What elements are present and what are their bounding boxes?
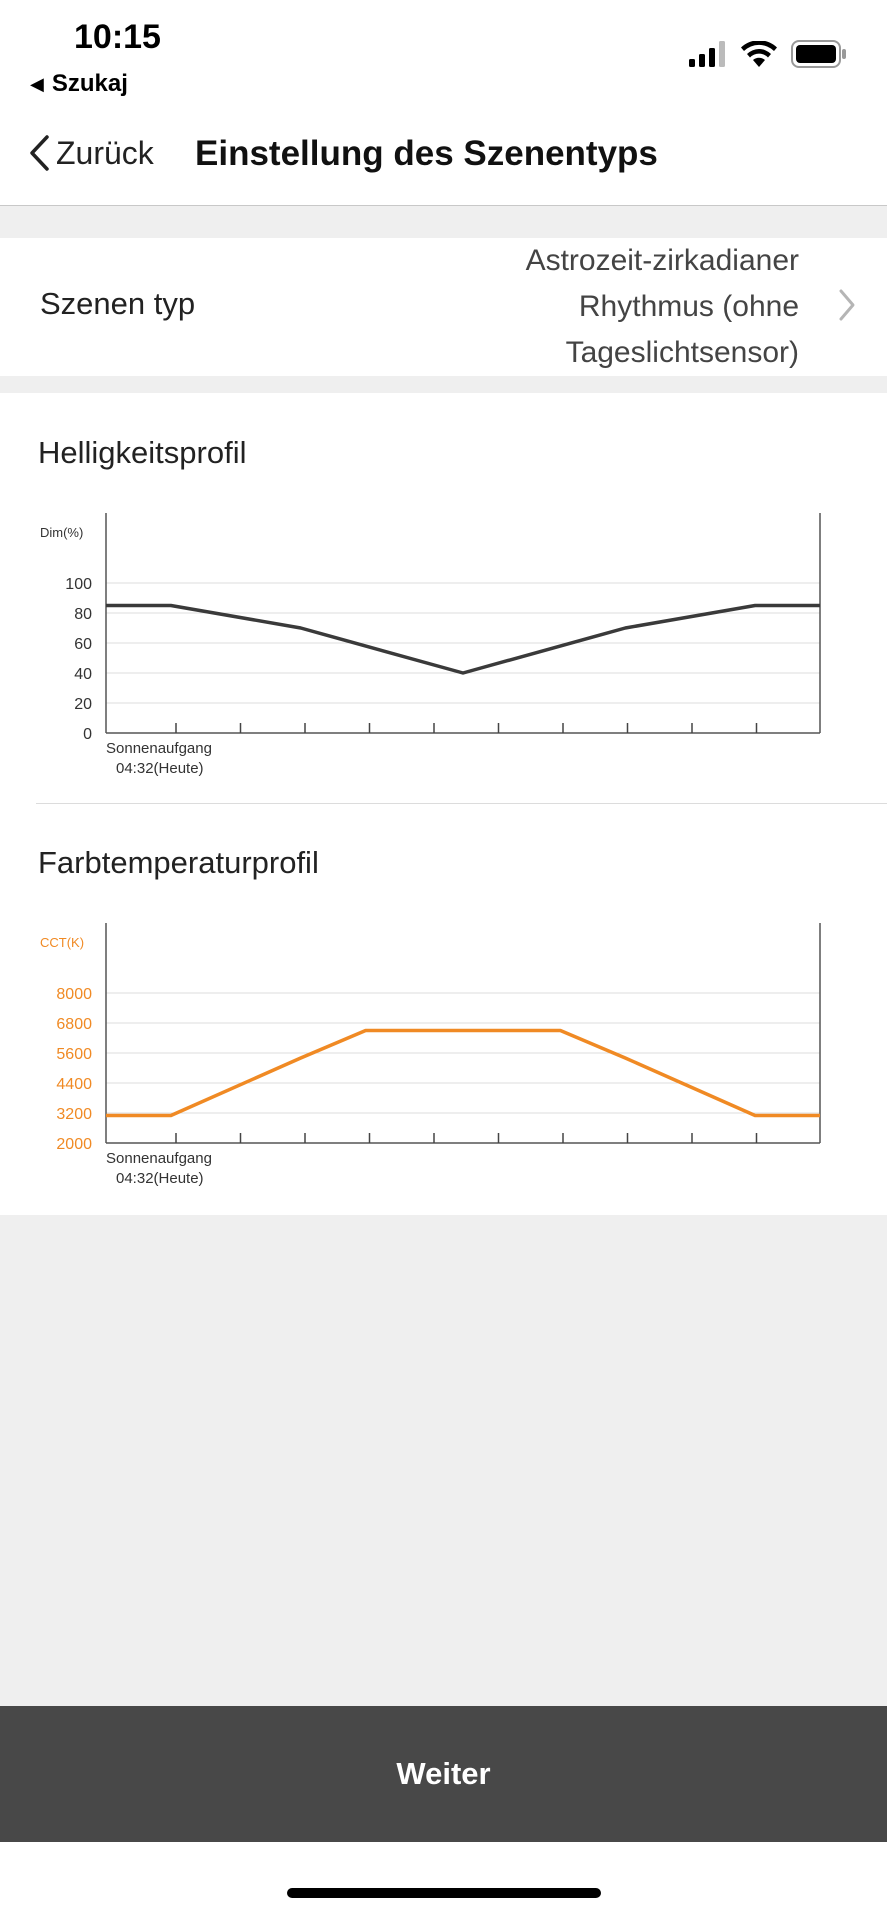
- cct-chart: CCT(K) 2000 3200 4400 5600 6800 8000 Sonnenaufg…: [40, 923, 821, 1187]
- return-app-label: Szukaj: [51, 70, 128, 97]
- status-time: 10:15: [74, 18, 161, 56]
- profile-charts-panel: Helligkeitsprofil Dim(%) 0 20 40 60 80 100 Sonn…: [0, 393, 887, 1215]
- navigation-bar: Zurück Einstellung des Szenentyps: [0, 110, 887, 206]
- brightness-x-start-label: Sonnenaufgang: [106, 740, 212, 757]
- brightness-y-tick-label: 60: [74, 636, 92, 653]
- scene-type-label: Szenen typ: [40, 286, 196, 321]
- cct-y-tick-label: 8000: [56, 986, 92, 1003]
- cct-y-tick-label: 3200: [56, 1106, 92, 1123]
- cct-y-tick-label: 5600: [56, 1046, 92, 1063]
- cct-series-line: [106, 1028, 820, 1118]
- brightness-y-tick-label: 100: [65, 576, 92, 593]
- back-button-label: Zurück: [56, 134, 154, 171]
- cct-y-tick-label: 2000: [56, 1136, 92, 1153]
- brightness-y-tick-label: 20: [74, 696, 92, 713]
- return-to-app-link[interactable]: ◀ Szukaj: [30, 70, 128, 98]
- cellular-signal-icon: [689, 41, 725, 67]
- home-indicator-area: [0, 1842, 887, 1920]
- brightness-series-line: [106, 603, 820, 675]
- cct-y-tick-label: 4400: [56, 1076, 92, 1093]
- brightness-chart: Dim(%) 0 20 40 60 80 100 Sonnenaufgang 04:32(Heu…: [40, 513, 821, 777]
- brightness-y-tick-label: 80: [74, 606, 92, 623]
- brightness-x-start-time: 04:32(Heute): [116, 760, 204, 777]
- weiter-button[interactable]: Weiter: [0, 1706, 887, 1842]
- scene-type-value-line: Astrozeit-zirkadianer: [525, 244, 799, 277]
- page-title: Einstellung des Szenentyps: [195, 134, 658, 173]
- back-button[interactable]: Zurück: [28, 134, 154, 172]
- cct-profile-title: Farbtemperaturprofil: [38, 845, 319, 880]
- scene-type-row[interactable]: Szenen typ Astrozeit-zirkadianer Rhythmu…: [0, 238, 887, 376]
- scene-type-value: Astrozeit-zirkadianer Rhythmus (ohne Tag…: [439, 238, 799, 376]
- cct-axis-label: CCT(K): [40, 935, 84, 950]
- scene-type-value-line: Rhythmus (ohne: [578, 290, 799, 323]
- cct-x-start-label: Sonnenaufgang: [106, 1150, 212, 1167]
- brightness-y-tick-label: 0: [83, 726, 92, 743]
- back-triangle-icon: ◀: [30, 73, 44, 94]
- brightness-profile-title: Helligkeitsprofil: [38, 435, 247, 470]
- cct-x-start-time: 04:32(Heute): [116, 1170, 204, 1187]
- brightness-axis-label: Dim(%): [40, 525, 83, 540]
- status-icons: [689, 40, 847, 68]
- cct-y-tick-label: 6800: [56, 1016, 92, 1033]
- brightness-y-tick-label: 40: [74, 666, 92, 683]
- status-bar: 10:15 ◀ Szukaj: [0, 0, 887, 110]
- scene-type-value-line: Tageslichtsensor): [565, 336, 799, 369]
- battery-icon: [791, 40, 846, 68]
- home-indicator: [287, 1888, 601, 1898]
- wifi-icon: [741, 41, 777, 67]
- chevron-left-icon: [30, 135, 49, 171]
- chevron-right-icon: [839, 289, 855, 321]
- section-divider: [36, 803, 887, 804]
